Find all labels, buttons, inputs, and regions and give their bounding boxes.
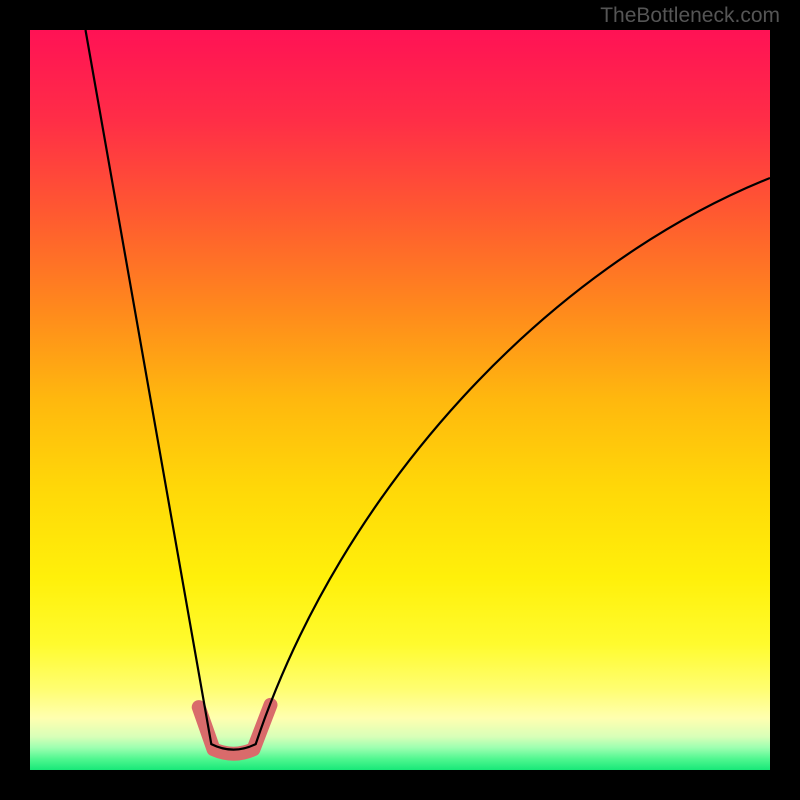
chart-svg bbox=[30, 30, 770, 770]
gradient-background bbox=[30, 30, 770, 770]
plot-area bbox=[30, 30, 770, 770]
watermark-text: TheBottleneck.com bbox=[600, 4, 780, 28]
